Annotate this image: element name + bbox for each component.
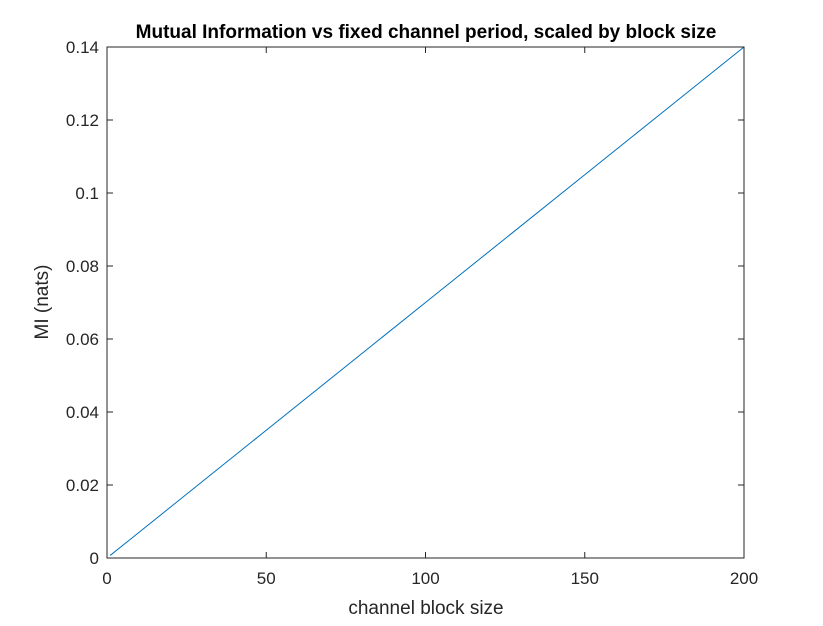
chart-title: Mutual Information vs fixed channel peri… [136, 22, 717, 43]
y-axis-label: MI (nats) [32, 265, 53, 340]
series-group [109, 46, 745, 556]
axes-box [106, 46, 745, 559]
x-tick-label: 100 [411, 569, 439, 588]
y-tick-label: 0.04 [66, 403, 99, 422]
y-tick-label: 0.06 [66, 330, 99, 349]
y-tick-label: 0.12 [66, 111, 99, 130]
y-tick-labels: 0 0.02 0.04 0.06 0.08 0.1 0.12 0.14 [66, 38, 99, 568]
y-tick-label: 0 [90, 549, 99, 568]
series-line [109, 46, 745, 556]
y-tick-label: 0.02 [66, 476, 99, 495]
x-axis-label: channel block size [348, 598, 503, 619]
x-tick-label: 50 [257, 569, 276, 588]
x-tick-label: 0 [102, 569, 111, 588]
y-tick-label: 0.14 [66, 38, 99, 57]
x-tick-label: 200 [730, 569, 758, 588]
x-tick-label: 150 [571, 569, 599, 588]
y-tick-label: 0.08 [66, 257, 99, 276]
x-tick-labels: 0 50 100 150 200 [102, 569, 758, 588]
y-tick-label: 0.1 [75, 184, 99, 203]
